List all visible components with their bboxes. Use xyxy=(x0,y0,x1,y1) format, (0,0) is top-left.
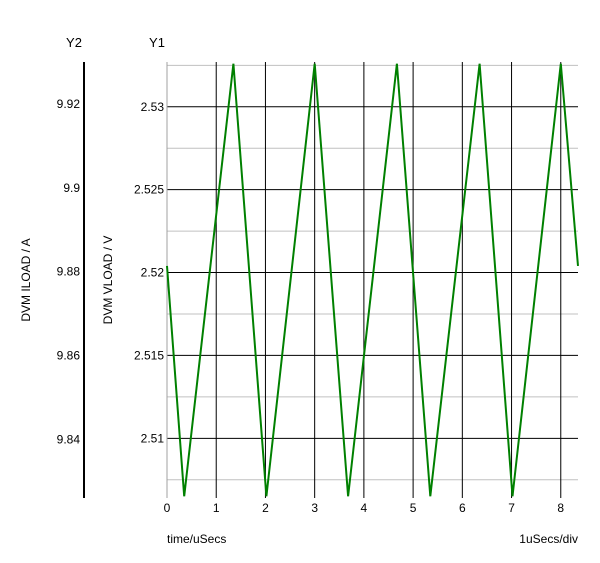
minor-gridlines xyxy=(167,64,578,481)
y1-tick-label: 2.525 xyxy=(134,183,164,197)
y2-axis-label: DVM ILOAD / A xyxy=(19,238,33,321)
y2-tick-label: 9.92 xyxy=(57,97,81,111)
y2-tick-label: 9.9 xyxy=(63,181,80,195)
series-layer xyxy=(166,63,579,497)
x-tick-label: 5 xyxy=(410,501,417,515)
x-tick-label: 8 xyxy=(557,501,564,515)
major-gridlines xyxy=(167,62,578,498)
y1-tick-label: 2.515 xyxy=(134,348,164,362)
x-tick-label: 6 xyxy=(459,501,466,515)
y1-axis-name: Y1 xyxy=(149,35,165,50)
y1-tick-label: 2.52 xyxy=(141,266,165,280)
x-axis-label: time/uSecs xyxy=(167,532,226,546)
y2-tick-label: 9.86 xyxy=(57,348,81,362)
y1-axis-label: DVM VLOAD / V xyxy=(101,236,115,325)
y1-tick-label: 2.51 xyxy=(141,431,165,445)
x-tick-label: 1 xyxy=(213,501,220,515)
x-tick-label: 3 xyxy=(311,501,318,515)
y2-tick-label: 9.88 xyxy=(57,265,81,279)
x-tick-label: 0 xyxy=(164,501,171,515)
x-tick-label: 2 xyxy=(262,501,269,515)
x-scale-label: 1uSecs/div xyxy=(519,532,578,546)
x-tick-label: 7 xyxy=(508,501,515,515)
y2-tick-label: 9.84 xyxy=(57,432,81,446)
y2-axis-name: Y2 xyxy=(66,35,82,50)
series-line xyxy=(166,63,579,497)
axes xyxy=(83,62,168,498)
x-tick-label: 4 xyxy=(361,501,368,515)
labels: Y2 Y1 9.92 9.9 9.88 9.86 9.84 2.53 2.525 2.52 2.51… xyxy=(19,35,578,546)
y1-tick-label: 2.53 xyxy=(141,100,165,114)
